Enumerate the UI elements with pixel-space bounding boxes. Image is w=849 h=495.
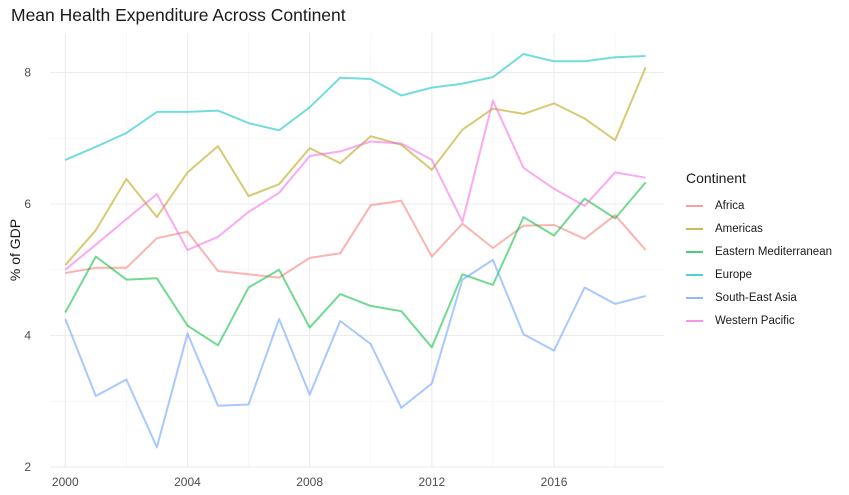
legend-key (686, 296, 703, 299)
legend-label: Eastern Mediterranean (715, 245, 832, 258)
x-tick-label: 2000 (52, 475, 79, 489)
series-line-south-east-asia (64, 258, 646, 449)
series-line-europe (64, 53, 646, 161)
x-tick-label: 2012 (418, 475, 445, 489)
legend-label: South-East Asia (715, 291, 797, 304)
series-line-americas (64, 66, 647, 266)
legend-key (686, 273, 703, 276)
legend-label: Europe (715, 268, 753, 281)
legend: Continent Africa Americas Eastern Mediterr… (686, 170, 832, 332)
legend-key (686, 204, 703, 207)
series-line-eastern-mediterranean (64, 181, 647, 349)
y-axis-title: % of GDP (7, 219, 23, 281)
y-tick-label: 2 (24, 460, 31, 474)
legend-item: Americas (686, 217, 832, 240)
legend-item: Africa (686, 194, 832, 217)
chart-title: Mean Health Expenditure Across Continent (11, 5, 346, 25)
y-tick-label: 4 (24, 328, 31, 342)
legend-item: South-East Asia (686, 286, 832, 309)
legend-label: Western Pacific (715, 314, 795, 327)
legend-key (686, 227, 703, 230)
y-tick-label: 8 (24, 65, 31, 79)
legend-item: Western Pacific (686, 309, 832, 332)
legend-label: Africa (715, 199, 745, 212)
grid (50, 33, 664, 468)
legend-title: Continent (686, 170, 746, 186)
x-tick-label: 2004 (174, 475, 201, 489)
y-tick-label: 6 (24, 197, 31, 211)
x-axis: 2000 2004 2008 2012 2016 (52, 475, 568, 489)
x-tick-label: 2016 (541, 475, 568, 489)
legend-item: Eastern Mediterranean (686, 240, 832, 263)
series-line-africa (65, 199, 647, 279)
legend-item: Europe (686, 263, 832, 286)
legend-label: Americas (715, 222, 763, 235)
series-lines (64, 53, 647, 449)
series-line-western-pacific (64, 99, 646, 271)
legend-items: Africa Americas Eastern Mediterranean Europ… (686, 194, 832, 332)
x-tick-label: 2008 (296, 475, 323, 489)
y-axis: 2 4 6 8 (24, 65, 31, 474)
legend-key (686, 319, 703, 322)
legend-key (686, 250, 703, 253)
